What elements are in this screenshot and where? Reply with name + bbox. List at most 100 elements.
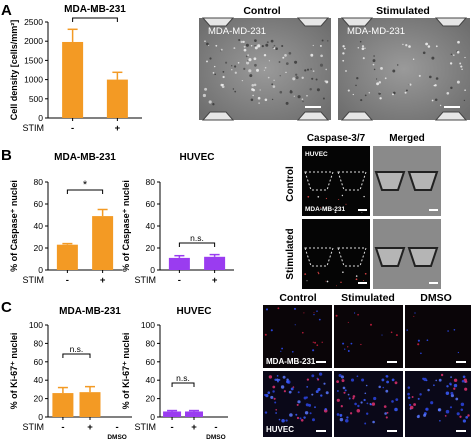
photo-a-header-stimulated: Stimulated: [376, 5, 430, 17]
photo-a-stimulated: [338, 18, 470, 120]
chamber-outline: [374, 171, 406, 191]
cell: [317, 195, 320, 198]
cell: [237, 61, 240, 64]
cell: [310, 68, 312, 70]
cell: [462, 419, 467, 423]
stim-label: STIM: [23, 275, 45, 285]
cell: [253, 57, 257, 61]
cell: [325, 68, 328, 71]
photos-c: Control Stimulated DMSO MDA-MB-231 HUVEC: [263, 292, 471, 437]
photo-b-caspase-stimulated: [302, 219, 370, 289]
chart-b-huvec-caspase: HUVEC % of Caspase⁺ nuclei 0 20 40 60 80 - + STIM…: [121, 152, 234, 286]
cell: [430, 401, 434, 405]
cell: [278, 61, 281, 63]
chamber-outline: [434, 17, 468, 27]
cell: [285, 419, 288, 422]
cell: [206, 42, 209, 46]
cell: [273, 47, 276, 50]
cell: [342, 386, 346, 390]
stim-label: STIM: [23, 123, 45, 133]
cell: [370, 403, 372, 406]
cell: [316, 310, 318, 312]
cell: [290, 89, 292, 92]
scale-bar: [387, 430, 397, 432]
cell: [352, 397, 355, 400]
cell: [394, 381, 398, 385]
cell: [343, 47, 346, 50]
cell: [340, 281, 342, 284]
cell: [267, 391, 271, 395]
cell: [222, 70, 225, 73]
cell: [316, 377, 319, 380]
chart-c-mda-ki67: MDA-MB-231 % of Ki-67⁺ nuclei 0 20 40 60 80 100…: [9, 306, 132, 440]
cell: [356, 409, 361, 413]
cell: [259, 89, 261, 91]
x-tick-label: -: [61, 422, 64, 433]
cell: [422, 51, 426, 55]
cell: [281, 347, 284, 350]
cell: [286, 378, 289, 381]
y-axis-label: % of Caspase⁺ nuclei: [9, 180, 19, 272]
cell: [256, 68, 259, 72]
cell: [267, 76, 270, 79]
cell: [264, 393, 267, 397]
cell: [439, 104, 442, 107]
cell: [204, 40, 206, 42]
cell: [395, 334, 398, 337]
cell: [465, 416, 469, 419]
cell: [258, 102, 260, 104]
cell: [206, 60, 208, 63]
cell: [368, 92, 371, 94]
cell: [413, 403, 417, 406]
cell: [378, 92, 381, 95]
cell: [386, 380, 389, 384]
cell: [393, 91, 396, 95]
stim-label: STIM: [23, 422, 45, 432]
chamber-outline: [340, 111, 374, 121]
cell: [446, 385, 449, 388]
cell: [295, 413, 298, 416]
cell: [347, 346, 349, 348]
cell: [288, 51, 292, 55]
cell: [282, 56, 285, 59]
cell: [435, 45, 438, 48]
significance-bracket: [66, 189, 104, 194]
cell: [318, 318, 321, 321]
cell: [265, 308, 269, 311]
cell: [266, 41, 269, 44]
cell: [445, 391, 450, 395]
cell: [392, 69, 396, 73]
cell: [272, 385, 276, 389]
cell: [326, 280, 329, 283]
cell: [342, 45, 345, 48]
y-tick-label: 80: [34, 177, 44, 187]
cell: [295, 73, 298, 76]
cell: [459, 415, 462, 418]
cell: [385, 389, 389, 393]
cell: [246, 61, 250, 65]
cell: [460, 408, 464, 412]
cell: [243, 67, 246, 70]
cell: [297, 400, 301, 404]
cell: [311, 374, 315, 378]
y-tick-label: 0: [38, 265, 43, 275]
cell: [447, 330, 449, 332]
cell: [361, 212, 363, 213]
cell: [384, 77, 387, 80]
cell: [215, 44, 218, 47]
cell: [316, 344, 319, 347]
cell: [245, 43, 249, 47]
cell: [242, 40, 245, 44]
cell: [295, 76, 299, 80]
cell: [338, 199, 340, 200]
cell: [437, 408, 441, 412]
y-tick-label: 40: [146, 221, 156, 231]
cell: [362, 280, 364, 281]
y-axis-label: Cell density [cells/mm²]: [9, 20, 19, 121]
cell: [386, 411, 389, 414]
cell: [456, 50, 460, 54]
cell: [275, 408, 278, 411]
cell: [344, 389, 347, 392]
cell: [276, 375, 279, 377]
